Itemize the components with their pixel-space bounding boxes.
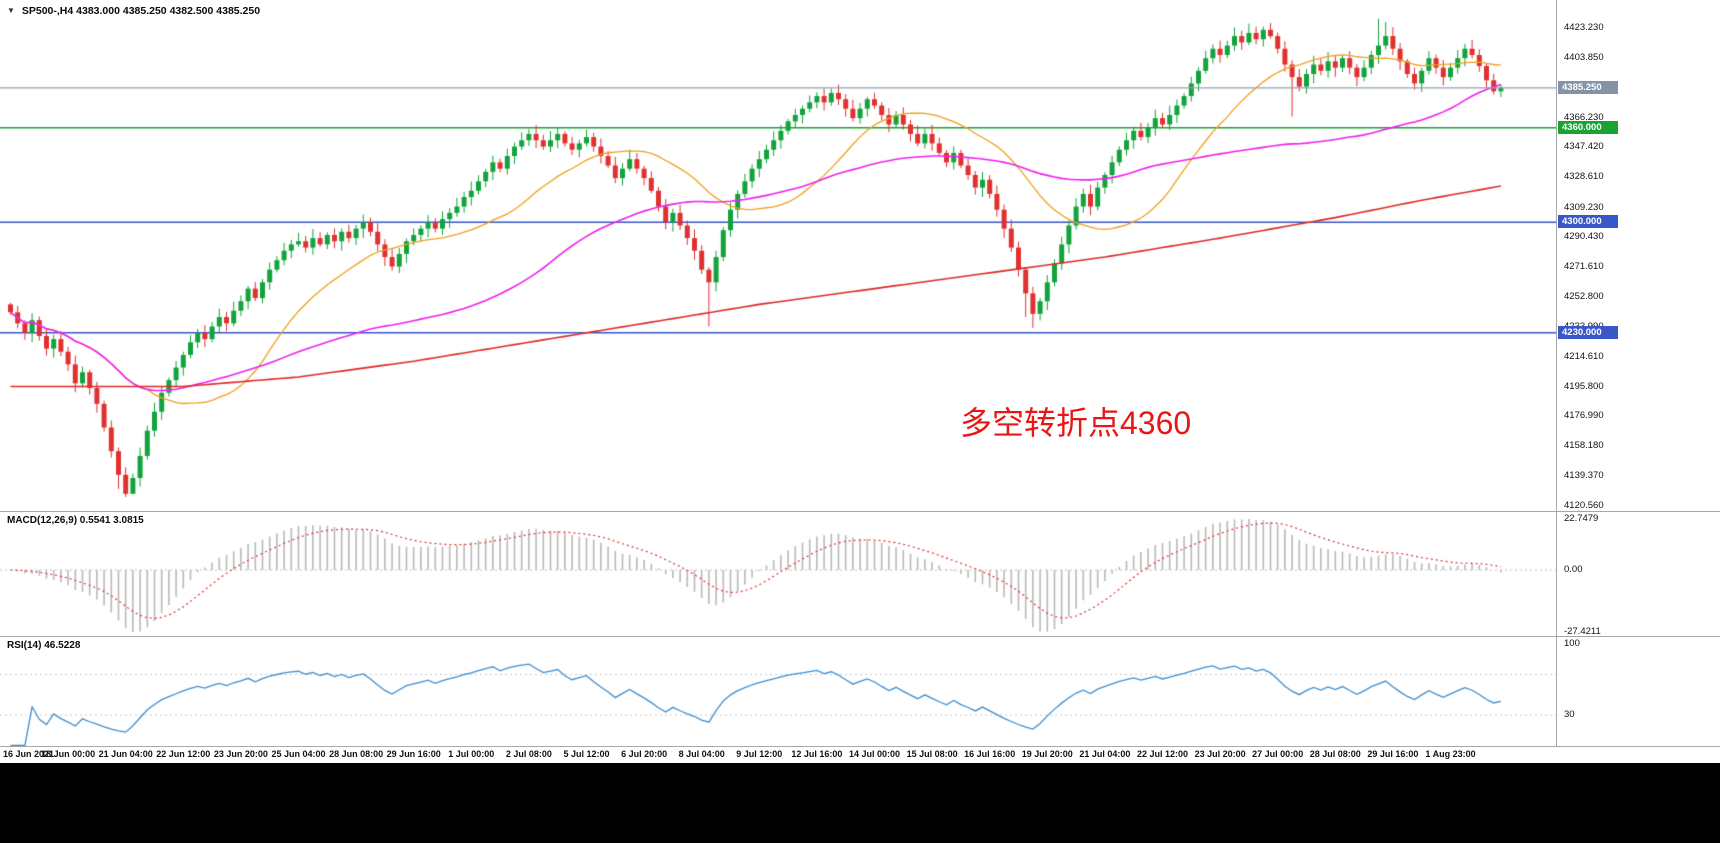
time-axis-label: 6 Jul 20:00	[621, 749, 668, 759]
price-axis-label: 4176.990	[1564, 410, 1604, 422]
macd-axis-label: 22.7479	[1564, 513, 1599, 524]
rsi-indicator-panel: RSI(14) 46.5228 100 30	[0, 637, 1720, 747]
rsi-axis-label: 100	[1564, 638, 1580, 649]
time-axis-label: 1 Jul 00:00	[448, 749, 495, 759]
price-axis-label: 4214.610	[1564, 351, 1604, 363]
time-axis-label: 1 Aug 23:00	[1425, 749, 1476, 759]
chart-symbol-label: SP500-,H4	[21, 5, 74, 17]
price-axis-label: 4252.800	[1564, 290, 1604, 302]
time-axis-label: 22 Jul 12:00	[1136, 749, 1189, 759]
time-axis-label: 12 Jul 16:00	[791, 749, 843, 759]
time-axis-label: 16 Jul 16:00	[964, 749, 1016, 759]
price-axis-label: 4195.800	[1564, 380, 1604, 392]
time-axis[interactable]: 16 Jun 2021 18 Jun 00:00 21 Jun 04:00 22 Ju…	[0, 747, 1720, 763]
rsi-canvas[interactable]	[0, 637, 1556, 746]
price-axis-label: 4139.370	[1564, 469, 1604, 481]
one-click-trading-arrow-icon[interactable]: ▼	[7, 6, 15, 15]
time-axis-label: 14 Jul 00:00	[848, 749, 901, 759]
macd-indicator-panel: MACD(12,26,9) 0.5541 3.0815 22.7479 0.00 -…	[0, 512, 1720, 637]
time-axis-label: 27 Jul 00:00	[1252, 749, 1304, 759]
bottom-black-bar	[0, 763, 1720, 843]
time-axis-label: 28 Jun 08:00	[329, 749, 384, 759]
price-chart-canvas[interactable]	[0, 0, 1556, 511]
trend-annotation-text[interactable]: 多空转折点4360	[960, 405, 1192, 441]
price-axis-label: 4328.610	[1564, 171, 1604, 183]
macd-indicator-label: MACD(12,26,9) 0.5541 3.0815	[7, 515, 144, 526]
macd-axis-label: 0.00	[1564, 564, 1583, 575]
price-axis-label: 4158.180	[1564, 440, 1604, 452]
rsi-indicator-label: RSI(14) 46.5228	[7, 640, 81, 651]
time-axis-label: 25 Jun 04:00	[271, 749, 326, 759]
rsi-axis-label: 30	[1564, 709, 1575, 720]
time-axis-label: 5 Jul 12:00	[563, 749, 610, 759]
price-axis[interactable]: 4423.230 4403.850 4366.230 4347.420 4328.610…	[1556, 0, 1720, 511]
price-axis-label: 4423.230	[1564, 21, 1604, 33]
price-chart-panel: ▼ SP500-,H4 4383.000 4385.250 4382.500 4…	[0, 0, 1720, 512]
time-axis-label: 21 Jul 04:00	[1079, 749, 1131, 759]
time-axis-label: 19 Jul 20:00	[1021, 749, 1073, 759]
price-axis-label: 4290.430	[1564, 231, 1604, 243]
chart-title: ▼ SP500-,H4 4383.000 4385.250 4382.500 4…	[7, 5, 260, 17]
macd-axis[interactable]: 22.7479 0.00 -27.4211	[1556, 512, 1720, 637]
time-axis-label: 15 Jul 08:00	[906, 749, 958, 759]
price-axis-label: 4403.850	[1564, 52, 1604, 64]
price-axis-label: 4120.560	[1564, 499, 1604, 511]
price-level-badge: 4300.000	[1558, 215, 1618, 229]
macd-canvas[interactable]	[0, 512, 1556, 636]
price-axis-label: 4347.420	[1564, 141, 1604, 153]
time-axis-label: 18 Jun 00:00	[41, 749, 96, 759]
time-axis-label: 28 Jul 08:00	[1309, 749, 1361, 759]
chart-ohlc-values: 4383.000 4385.250 4382.500 4385.250	[76, 5, 261, 17]
time-axis-label: 9 Jul 12:00	[736, 749, 783, 759]
time-axis-label: 22 Jun 12:00	[156, 749, 211, 759]
price-axis-label: 4366.230	[1564, 111, 1604, 123]
time-axis-label: 23 Jun 20:00	[213, 749, 268, 759]
time-axis-label: 21 Jun 04:00	[98, 749, 153, 759]
time-axis-label: 23 Jul 20:00	[1194, 749, 1246, 759]
time-axis-label: 29 Jul 16:00	[1367, 749, 1419, 759]
price-axis-label: 4309.230	[1564, 201, 1604, 213]
rsi-axis[interactable]: 100 30	[1556, 637, 1720, 746]
price-level-badge: 4230.000	[1558, 325, 1618, 339]
time-axis-label: 2 Jul 08:00	[505, 749, 552, 759]
macd-axis-label: -27.4211	[1564, 626, 1601, 637]
time-axis-label: 16 Jun 2021	[3, 749, 55, 759]
price-level-badge: 4360.000	[1558, 120, 1618, 134]
price-axis-label: 4271.610	[1564, 261, 1604, 273]
time-axis-label: 29 Jun 16:00	[386, 749, 441, 759]
current-price-badge: 4385.250	[1558, 80, 1618, 94]
time-axis-label: 8 Jul 04:00	[678, 749, 725, 759]
